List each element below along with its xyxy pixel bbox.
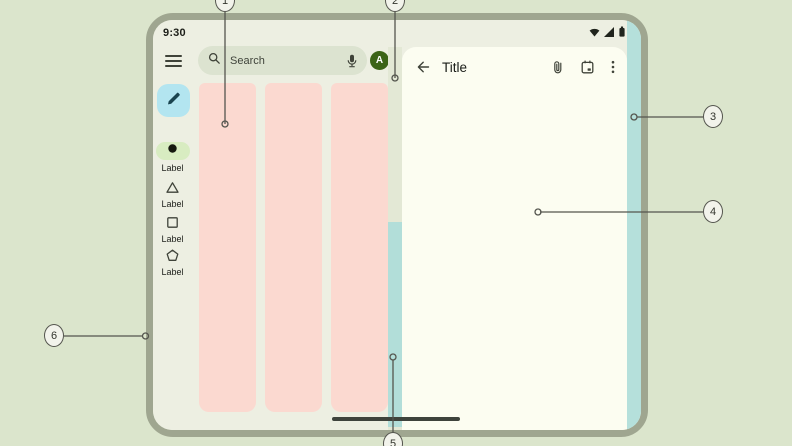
nav-item-1[interactable]: Label: [153, 142, 192, 173]
nav-item-label: Label: [161, 234, 184, 244]
callout-3: 3: [703, 105, 723, 128]
right-edge-accent-bar: [627, 20, 641, 430]
tablet-frame: 9:30 Search A Label: [146, 13, 648, 437]
leader-6: [64, 332, 150, 340]
status-bar: 9:30: [163, 25, 626, 40]
nav-item-4[interactable]: Label: [153, 246, 192, 277]
nav-item-label: Label: [161, 199, 184, 209]
list-placeholder-column-2[interactable]: [265, 83, 322, 412]
compose-fab[interactable]: [157, 84, 190, 117]
callout-6: 6: [44, 324, 64, 347]
pencil-icon: [166, 91, 181, 111]
callout-4: 4: [703, 200, 723, 223]
menu-icon[interactable]: [165, 55, 182, 67]
avatar-initial: A: [375, 55, 384, 66]
status-time: 9:30: [163, 26, 186, 39]
detail-header: Title: [402, 47, 627, 77]
battery-icon: [618, 24, 626, 42]
search-bar[interactable]: Search: [198, 46, 367, 75]
detail-pane: Title: [402, 47, 627, 430]
detail-title: Title: [442, 59, 468, 75]
detail-actions: [552, 60, 615, 75]
selected-indicator-pill: [155, 142, 190, 160]
calendar-icon[interactable]: [581, 60, 594, 74]
search-placeholder: Search: [230, 54, 265, 67]
list-placeholder-column-1[interactable]: [199, 83, 256, 412]
avatar-button[interactable]: A: [370, 51, 389, 70]
overflow-menu-icon[interactable]: [611, 60, 615, 74]
pentagon-icon: [166, 246, 179, 264]
status-icons: [589, 24, 626, 42]
nav-item-3[interactable]: Label: [153, 213, 192, 244]
callout-1: 1: [215, 0, 235, 12]
nav-item-2[interactable]: Label: [153, 178, 192, 209]
wifi-icon: [589, 24, 600, 42]
pane-divider-handle[interactable]: [388, 222, 402, 427]
callout-2: 2: [385, 0, 405, 12]
search-icon: [208, 52, 221, 70]
back-arrow-icon[interactable]: [415, 60, 430, 74]
nav-item-label: Label: [161, 267, 184, 277]
nav-item-label: Label: [161, 163, 184, 173]
attachment-icon[interactable]: [552, 60, 564, 75]
tablet-screen: 9:30 Search A Label: [153, 20, 641, 430]
square-icon: [166, 213, 179, 231]
list-placeholder-column-3[interactable]: [331, 83, 388, 412]
triangle-icon: [166, 178, 179, 196]
home-gesture-bar[interactable]: [332, 417, 460, 421]
microphone-icon[interactable]: [346, 54, 358, 68]
circle-icon: [166, 142, 179, 160]
signal-icon: [604, 24, 614, 42]
